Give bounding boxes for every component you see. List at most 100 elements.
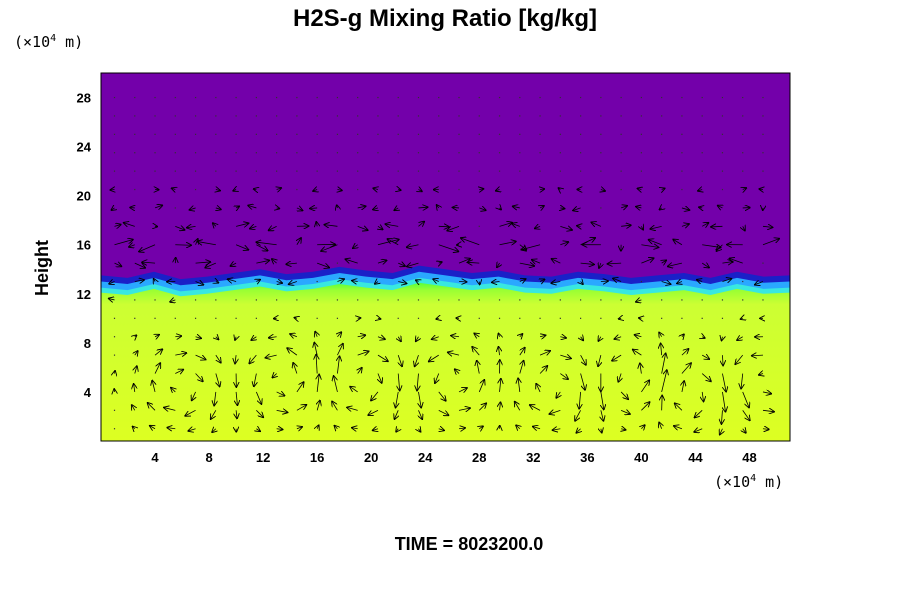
velocity-vector — [615, 337, 622, 339]
vector-dot — [316, 299, 318, 301]
velocity-vector — [236, 206, 239, 208]
vector-dot — [316, 280, 318, 283]
velocity-vector — [520, 361, 524, 374]
velocity-vector — [373, 188, 378, 189]
velocity-vector — [205, 262, 216, 268]
velocity-vector — [109, 299, 115, 300]
velocity-vector — [228, 279, 237, 281]
velocity-vector — [297, 208, 302, 210]
vector-dot — [721, 152, 724, 154]
velocity-vector — [317, 262, 329, 267]
vector-dot — [194, 317, 197, 319]
velocity-vector — [722, 279, 731, 282]
vector-dot — [498, 96, 501, 99]
vector-dot — [276, 133, 278, 135]
velocity-vector — [418, 410, 422, 419]
velocity-vector — [416, 337, 419, 341]
vector-dot — [296, 299, 298, 301]
velocity-vector — [620, 206, 627, 208]
velocity-vector — [188, 429, 196, 431]
vector-dot — [620, 152, 622, 154]
vector-dot — [235, 299, 237, 301]
vector-dot — [174, 96, 176, 99]
velocity-vector — [277, 188, 282, 190]
vector-dot — [174, 207, 176, 209]
vector-dot — [113, 133, 116, 135]
vector-dot — [681, 133, 683, 135]
x-tick-label: 44 — [688, 450, 703, 465]
velocity-vector — [737, 337, 743, 340]
velocity-vector — [743, 188, 746, 189]
velocity-vector — [175, 336, 181, 337]
vector-dot — [336, 152, 339, 154]
velocity-vector — [394, 208, 398, 210]
vector-dot — [620, 188, 622, 191]
velocity-vector — [373, 208, 378, 210]
velocity-vector — [378, 373, 382, 383]
vector-dot — [701, 170, 703, 172]
vector-dot — [134, 317, 136, 319]
velocity-vector — [560, 355, 571, 358]
vector-dot — [235, 115, 237, 117]
velocity-vector — [195, 262, 211, 263]
vector-dot — [579, 133, 582, 135]
vector-dot — [762, 170, 764, 172]
velocity-vector — [231, 263, 237, 266]
vector-dot — [519, 317, 521, 319]
velocity-vector — [396, 429, 398, 432]
velocity-vector — [682, 381, 684, 393]
velocity-vector — [461, 238, 480, 246]
velocity-vector — [398, 263, 405, 266]
vector-dot — [438, 170, 440, 172]
velocity-vector — [650, 226, 662, 229]
vector-dot — [194, 96, 197, 99]
velocity-vector — [439, 429, 444, 431]
velocity-vector — [172, 188, 176, 189]
vector-dot — [215, 317, 217, 319]
vector-dot — [579, 152, 582, 154]
vector-dot — [113, 354, 116, 356]
velocity-vector — [185, 409, 196, 415]
velocity-vector — [346, 259, 358, 263]
vector-dot — [458, 170, 460, 172]
velocity-vector — [579, 391, 580, 409]
velocity-vector — [500, 208, 501, 210]
velocity-vector — [618, 373, 621, 382]
velocity-vector — [254, 373, 257, 387]
velocity-vector — [321, 244, 338, 251]
vector-dot — [276, 115, 278, 117]
vector-dot — [357, 115, 359, 117]
vector-dot — [316, 152, 318, 154]
velocity-vector — [377, 337, 385, 339]
velocity-vector — [277, 208, 280, 209]
velocity-vector — [702, 391, 703, 401]
vector-dot — [296, 96, 298, 99]
vector-dot — [276, 152, 278, 154]
velocity-vector — [429, 354, 439, 361]
velocity-vector — [148, 403, 156, 411]
velocity-vector — [743, 226, 745, 230]
vector-dot — [701, 115, 703, 117]
vector-dot — [519, 152, 521, 154]
velocity-vector — [513, 206, 520, 208]
vector-dot — [357, 188, 359, 191]
vector-dot — [316, 170, 318, 172]
vector-dot — [134, 299, 136, 301]
velocity-vector — [559, 188, 561, 189]
velocity-vector — [196, 337, 201, 338]
vector-dot — [539, 133, 541, 135]
velocity-vector — [142, 262, 156, 263]
vector-dot — [458, 96, 460, 99]
velocity-vector — [314, 343, 317, 356]
velocity-vector — [164, 408, 176, 411]
velocity-vector — [601, 190, 605, 191]
velocity-vector — [477, 361, 480, 374]
vector-dot — [438, 115, 440, 117]
vector-dot — [194, 133, 197, 135]
velocity-vector — [293, 363, 297, 374]
vector-dot — [134, 115, 136, 117]
vector-dot — [721, 188, 724, 191]
vector-dot — [316, 133, 318, 135]
vector-dot — [539, 96, 541, 99]
velocity-vector — [641, 425, 644, 429]
